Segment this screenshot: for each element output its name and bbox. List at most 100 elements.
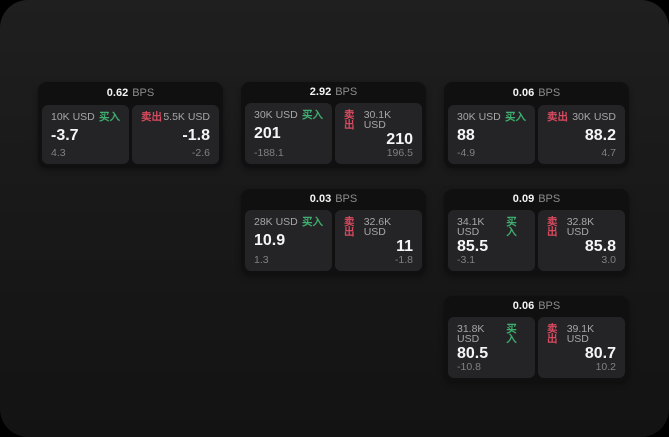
sell-size: 32.8K USD xyxy=(566,215,595,238)
sell-panel-top: 卖出 39.1K USD xyxy=(547,322,616,345)
spread-unit: BPS xyxy=(538,192,561,205)
buy-label: 买入 xyxy=(506,322,517,345)
quote-card: 0.03 BPS 28K USD 买入 10.9 1.3 卖出 32.6K US… xyxy=(241,189,426,275)
quote-card: 0.62 BPS 10K USD 买入 -3.7 4.3 卖出 5.5K USD… xyxy=(38,82,223,168)
buy-price: 10.9 xyxy=(254,232,286,250)
quote-card: 2.92 BPS 30K USD 买入 201 -188.1 卖出 30.1K … xyxy=(241,82,426,168)
sell-quote-panel[interactable]: 卖出 39.1K USD 80.7 10.2 xyxy=(538,316,625,378)
sell-delta: 10.2 xyxy=(595,360,616,373)
spread-header: 0.06 BPS xyxy=(444,82,629,105)
spread-value: 0.03 xyxy=(309,192,332,205)
buy-panel-top: 31.8K USD 买入 xyxy=(457,322,526,345)
spread-unit: BPS xyxy=(538,87,561,99)
sell-price: 88.2 xyxy=(584,126,616,144)
buy-size: 10K USD xyxy=(51,111,95,123)
sell-delta: 4.7 xyxy=(601,146,616,159)
sell-price: 210 xyxy=(386,130,413,148)
quote-card: 0.06 BPS 31.8K USD 买入 80.5 -10.8 卖出 39.1… xyxy=(444,296,629,382)
buy-label: 买入 xyxy=(505,111,526,123)
sell-panel-top: 卖出 32.6K USD xyxy=(344,215,413,238)
sell-size: 32.6K USD xyxy=(363,215,392,238)
buy-label: 买入 xyxy=(302,108,323,121)
sell-quote-panel[interactable]: 卖出 32.8K USD 85.8 3.0 xyxy=(538,209,625,271)
buy-label: 买入 xyxy=(99,111,120,123)
sell-delta: -2.6 xyxy=(191,146,210,159)
spread-header: 2.92 BPS xyxy=(241,82,426,103)
buy-quote-panel[interactable]: 34.1K USD 买入 85.5 -3.1 xyxy=(448,209,535,271)
buy-size: 30K USD xyxy=(457,111,501,123)
quote-body: 31.8K USD 买入 80.5 -10.8 卖出 39.1K USD 80.… xyxy=(444,316,629,383)
quotes-grid: 0.62 BPS 10K USD 买入 -3.7 4.3 卖出 5.5K USD… xyxy=(38,82,629,382)
spread-header: 0.09 BPS xyxy=(444,189,629,210)
buy-quote-panel[interactable]: 30K USD 买入 201 -188.1 xyxy=(245,102,332,164)
sell-panel-top: 卖出 30K USD xyxy=(547,112,616,123)
buy-quote-panel[interactable]: 10K USD 买入 -3.7 4.3 xyxy=(42,105,129,164)
buy-price: 85.5 xyxy=(457,237,489,255)
buy-quote-panel[interactable]: 28K USD 买入 10.9 1.3 xyxy=(245,209,332,271)
buy-label: 买入 xyxy=(302,215,323,228)
sell-panel-top: 卖出 5.5K USD xyxy=(141,112,210,123)
sell-quote-panel[interactable]: 卖出 30.1K USD 210 196.5 xyxy=(335,102,422,164)
buy-price: 201 xyxy=(254,125,281,143)
quote-body: 30K USD 买入 201 -188.1 卖出 30.1K USD 210 1… xyxy=(241,102,426,169)
buy-panel-top: 30K USD 买入 xyxy=(254,108,323,121)
buy-quote-panel[interactable]: 31.8K USD 买入 80.5 -10.8 xyxy=(448,316,535,378)
sell-label: 卖出 xyxy=(141,111,162,123)
sell-size: 30K USD xyxy=(572,111,616,123)
buy-quote-panel[interactable]: 30K USD 买入 88 -4.9 xyxy=(448,105,535,164)
quote-card: 0.06 BPS 30K USD 买入 88 -4.9 卖出 30K USD 8… xyxy=(444,82,629,168)
spread-unit: BPS xyxy=(538,299,561,312)
buy-panel-top: 30K USD 买入 xyxy=(457,112,526,123)
buy-size: 30K USD xyxy=(254,108,298,121)
spread-header: 0.03 BPS xyxy=(241,189,426,210)
sell-label: 卖出 xyxy=(547,111,568,123)
sell-size: 39.1K USD xyxy=(566,322,595,345)
spread-value: 0.09 xyxy=(512,192,535,205)
spread-unit: BPS xyxy=(335,192,358,205)
spread-header: 0.06 BPS xyxy=(444,296,629,317)
buy-price: 88 xyxy=(457,126,475,144)
buy-delta: -4.9 xyxy=(457,146,476,159)
buy-size: 31.8K USD xyxy=(457,322,485,345)
buy-delta: 4.3 xyxy=(51,146,66,159)
spread-value: 2.92 xyxy=(309,85,332,98)
quote-body: 10K USD 买入 -3.7 4.3 卖出 5.5K USD -1.8 -2.… xyxy=(38,105,223,168)
sell-size: 30.1K USD xyxy=(363,108,392,131)
spread-value: 0.06 xyxy=(512,87,535,99)
buy-panel-top: 10K USD 买入 xyxy=(51,112,120,123)
sell-panel-top: 卖出 30.1K USD xyxy=(344,108,413,131)
spread-unit: BPS xyxy=(335,85,358,98)
buy-panel-top: 28K USD 买入 xyxy=(254,215,323,228)
sell-quote-panel[interactable]: 卖出 5.5K USD -1.8 -2.6 xyxy=(132,105,219,164)
buy-delta: -3.1 xyxy=(457,253,476,266)
sell-delta: 196.5 xyxy=(386,146,413,159)
sell-price: 80.7 xyxy=(584,344,616,362)
quote-body: 28K USD 买入 10.9 1.3 卖出 32.6K USD 11 -1.8 xyxy=(241,209,426,276)
sell-panel-top: 卖出 32.8K USD xyxy=(547,215,616,238)
sell-label: 卖出 xyxy=(344,215,355,238)
spread-value: 0.62 xyxy=(106,87,129,99)
sell-label: 卖出 xyxy=(547,322,558,345)
sell-delta: -1.8 xyxy=(394,253,413,266)
buy-price: -3.7 xyxy=(51,126,79,144)
sell-quote-panel[interactable]: 卖出 32.6K USD 11 -1.8 xyxy=(335,209,422,271)
quote-body: 30K USD 买入 88 -4.9 卖出 30K USD 88.2 4.7 xyxy=(444,105,629,168)
buy-label: 买入 xyxy=(506,215,517,238)
sell-price: 11 xyxy=(396,237,413,255)
quote-card: 0.09 BPS 34.1K USD 买入 85.5 -3.1 卖出 32.8K… xyxy=(444,189,629,275)
spread-value: 0.06 xyxy=(512,299,535,312)
sell-delta: 3.0 xyxy=(601,253,616,266)
spread-header: 0.62 BPS xyxy=(38,82,223,105)
sell-label: 卖出 xyxy=(547,215,558,238)
sell-label: 卖出 xyxy=(344,108,355,131)
sell-quote-panel[interactable]: 卖出 30K USD 88.2 4.7 xyxy=(538,105,625,164)
buy-price: 80.5 xyxy=(457,344,489,362)
buy-delta: 1.3 xyxy=(254,253,269,266)
quote-body: 34.1K USD 买入 85.5 -3.1 卖出 32.8K USD 85.8… xyxy=(444,209,629,276)
spread-unit: BPS xyxy=(132,87,155,99)
sell-price: 85.8 xyxy=(584,237,616,255)
sell-price: -1.8 xyxy=(182,126,210,144)
buy-delta: -188.1 xyxy=(254,146,284,159)
buy-size: 34.1K USD xyxy=(457,215,485,238)
